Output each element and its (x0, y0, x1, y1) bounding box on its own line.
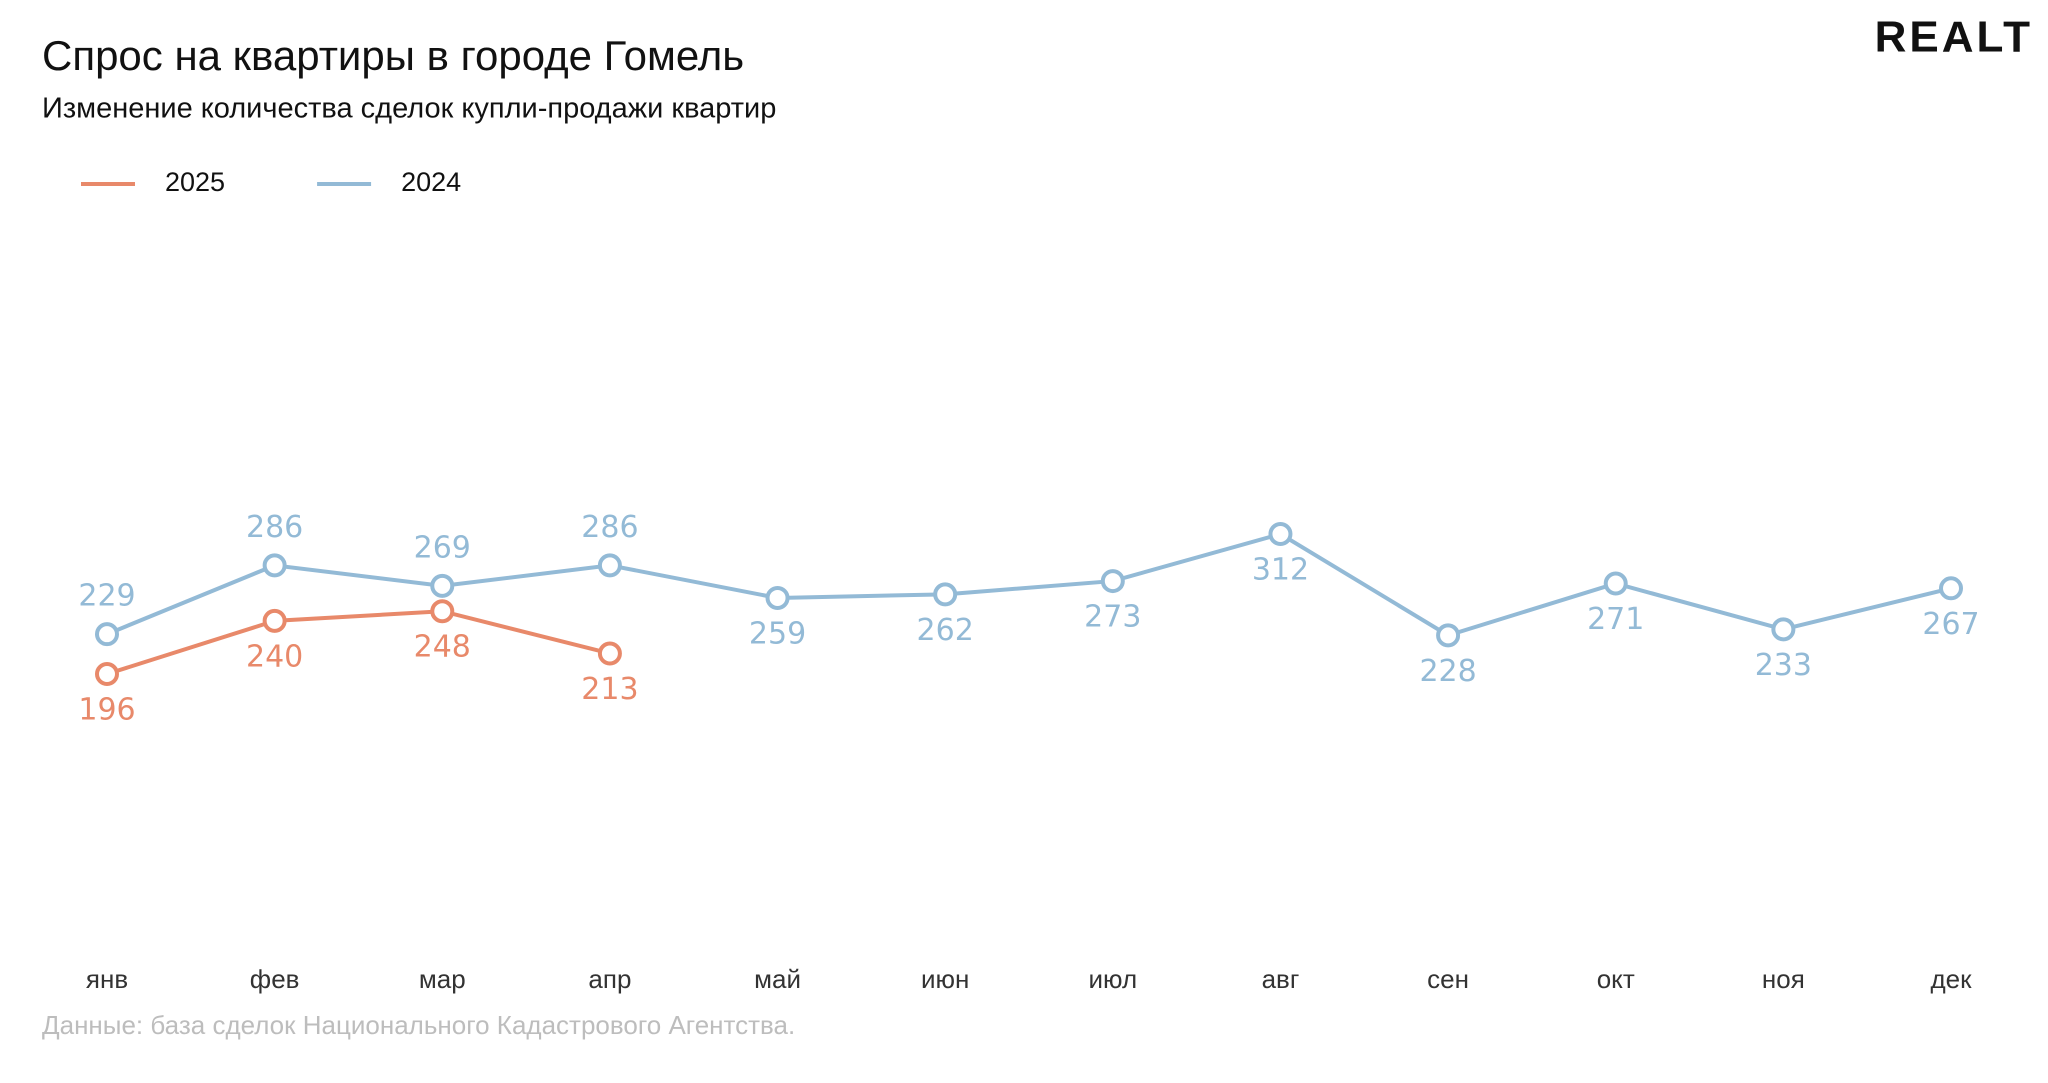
x-tick-label: янв (86, 964, 128, 994)
point-marker (933, 582, 958, 607)
series-line (106, 609, 611, 676)
legend-label: 2024 (401, 167, 461, 197)
series-line (106, 531, 1952, 638)
legend-label: 2025 (165, 167, 225, 197)
data-label: 233 (1755, 648, 1812, 683)
data-label: 259 (749, 616, 806, 651)
data-label: 312 (1252, 553, 1309, 588)
x-tick-label: фев (250, 964, 300, 994)
x-tick-label: июл (1089, 964, 1138, 994)
x-tick-label: апр (588, 964, 631, 994)
logo: REALT (1875, 13, 2033, 62)
data-label: 229 (78, 579, 135, 614)
data-label: 273 (1084, 600, 1141, 635)
point-marker (430, 573, 455, 598)
data-label: 267 (1922, 607, 1979, 642)
data-label: 248 (414, 630, 471, 665)
data-label: 240 (246, 639, 303, 674)
point-marker (1603, 571, 1628, 596)
point-marker (1268, 522, 1293, 546)
point-marker (95, 662, 119, 686)
data-label: 262 (917, 613, 974, 648)
point-marker (430, 599, 455, 624)
chart-subtitle: Изменение количества сделок купли-продаж… (42, 93, 776, 125)
point-marker (597, 553, 622, 578)
x-tick-label: окт (1597, 964, 1635, 994)
data-label: 213 (581, 672, 638, 707)
point-marker (597, 641, 622, 666)
chart-title: Спрос на квартиры в городе Гомель (42, 32, 744, 79)
point-marker (1939, 576, 1963, 601)
x-tick-label: мар (419, 964, 466, 994)
data-label: 286 (581, 510, 638, 545)
x-tick-label: ноя (1762, 964, 1805, 994)
point-marker (95, 622, 119, 647)
x-tick-label: май (754, 964, 801, 994)
x-tick-label: дек (1930, 964, 1972, 994)
x-tick-label: авг (1262, 964, 1300, 994)
x-tick-label: июн (921, 964, 969, 994)
point-marker (765, 585, 790, 610)
point-marker (1436, 623, 1461, 648)
source-note: Данные: база сделок Национального Кадаст… (42, 1010, 795, 1040)
point-marker (1100, 569, 1125, 594)
data-label: 269 (414, 530, 471, 565)
data-label: 196 (78, 693, 135, 728)
point-marker (1771, 617, 1796, 642)
x-tick-label: сен (1427, 964, 1469, 994)
data-label: 271 (1587, 602, 1644, 637)
data-label: 286 (246, 510, 303, 545)
data-label: 228 (1419, 654, 1476, 689)
point-marker (262, 553, 287, 578)
point-marker (262, 608, 287, 633)
